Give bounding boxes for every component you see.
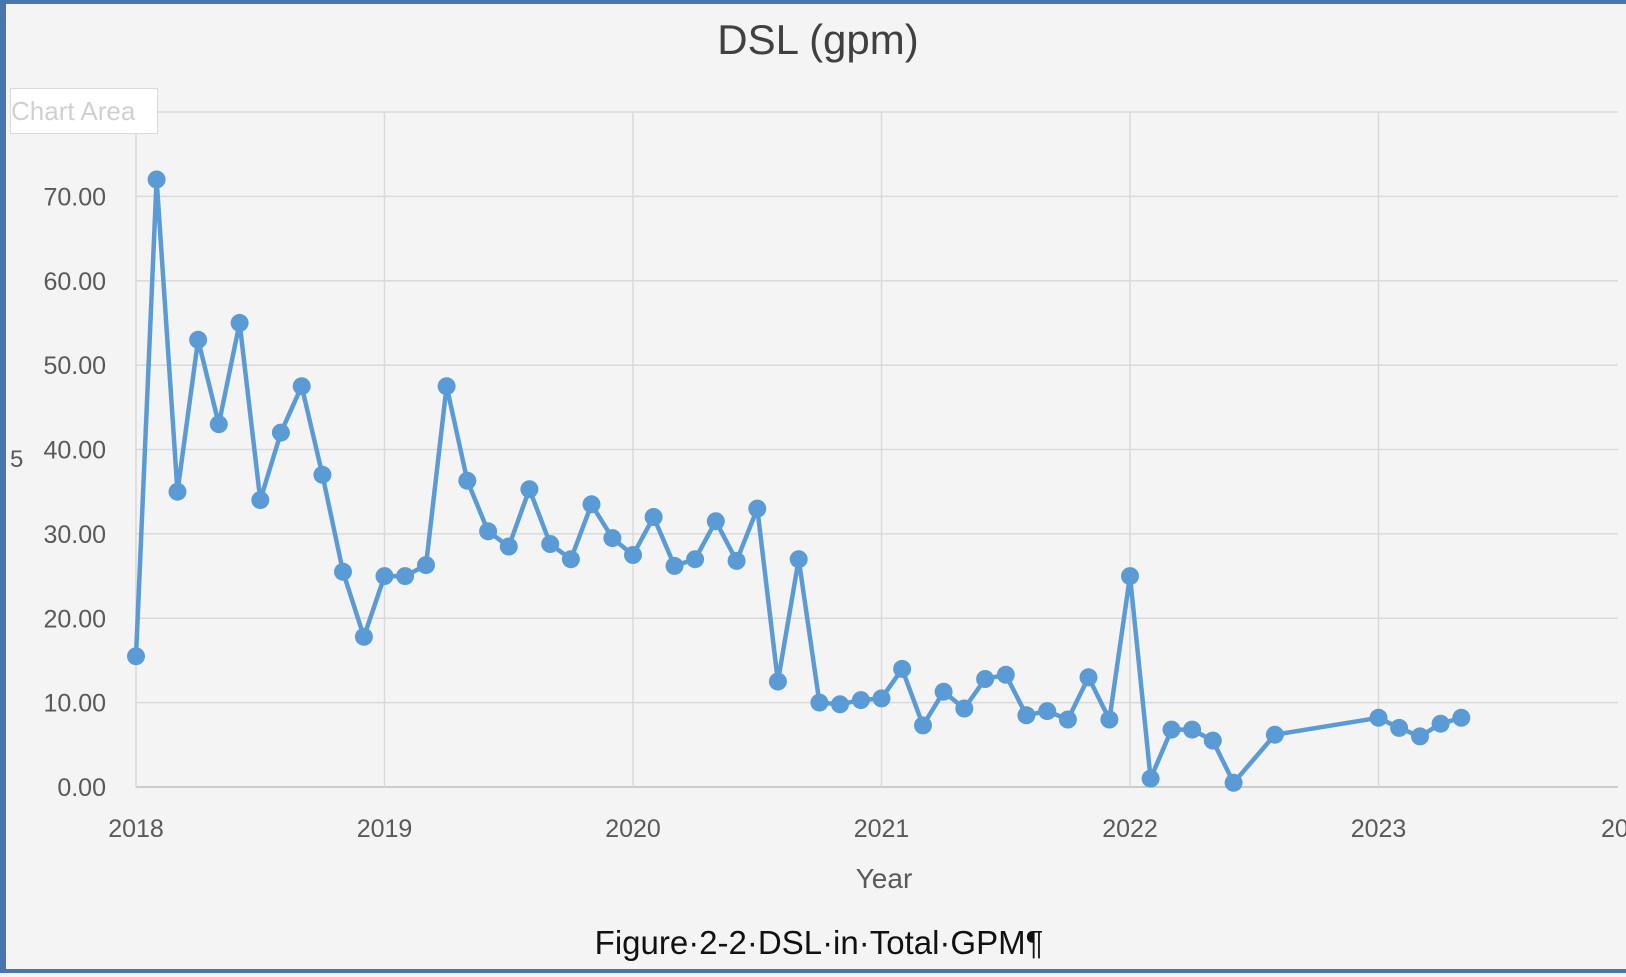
x-tick-label: 2019 xyxy=(357,815,413,843)
y-tick-label: 20.00 xyxy=(43,605,106,633)
data-point xyxy=(996,665,1015,684)
data-point xyxy=(1390,718,1409,737)
data-point xyxy=(1203,731,1222,750)
data-point xyxy=(955,699,974,718)
data-point xyxy=(810,693,829,712)
data-point xyxy=(1100,710,1119,729)
x-tick-label: 2021 xyxy=(854,815,910,843)
x-axis-tick-labels: 2018 2019 2020 2021 2022 2023 20 xyxy=(108,815,1626,843)
data-point xyxy=(914,716,932,735)
data-point xyxy=(872,689,891,708)
y-tick-label: 50.00 xyxy=(43,352,106,380)
data-point xyxy=(1452,708,1471,727)
y-tick-label: 0.00 xyxy=(57,774,106,802)
y-tick-label: 40.00 xyxy=(43,437,106,465)
y-tick-label: 10.00 xyxy=(43,690,106,718)
data-point xyxy=(665,556,684,575)
data-point xyxy=(189,330,208,349)
data-point xyxy=(541,535,560,553)
data-point xyxy=(1141,769,1160,788)
data-point xyxy=(851,691,870,710)
data-point xyxy=(831,695,849,714)
data-point xyxy=(893,659,912,678)
data-point xyxy=(1224,773,1243,792)
x-tick-label: 2023 xyxy=(1351,815,1407,843)
data-point xyxy=(1017,706,1036,725)
data-point xyxy=(1121,567,1139,586)
data-point xyxy=(1038,702,1057,721)
chart-canvas: DSL (gpm) 0.00 10.00 20.00 30.00 40.00 50.00 6… xyxy=(43,16,1626,894)
data-point xyxy=(624,546,642,564)
data-point xyxy=(1265,725,1284,744)
x-tick-label: 2020 xyxy=(605,815,661,843)
data-point xyxy=(168,482,187,501)
data-point xyxy=(437,377,456,396)
data-point xyxy=(1369,708,1388,727)
data-point xyxy=(686,550,705,569)
data-point xyxy=(354,627,373,646)
data-point xyxy=(520,480,539,499)
data-point xyxy=(644,508,663,526)
data-point xyxy=(768,672,787,691)
data-point xyxy=(334,562,352,581)
data-point xyxy=(147,170,166,189)
data-point xyxy=(417,556,435,575)
data-points xyxy=(127,170,1471,792)
y-axis-tick-labels: 0.0010.0020.0030.0040.0050.0060.0070.008… xyxy=(43,99,106,802)
data-point xyxy=(727,551,746,570)
data-point xyxy=(1079,668,1098,687)
data-point xyxy=(209,415,228,434)
clipped-left-label: 5 xyxy=(10,446,24,473)
data-point xyxy=(396,567,415,586)
data-point xyxy=(1411,727,1429,746)
data-point xyxy=(748,499,767,518)
data-point xyxy=(292,377,311,396)
grid-layer xyxy=(135,111,1618,788)
y-tick-label: 60.00 xyxy=(43,268,106,296)
data-point xyxy=(582,495,601,514)
data-point xyxy=(375,567,394,586)
figure-caption: Figure·2-2·DSL·in·Total·GPM¶ xyxy=(594,924,1044,961)
y-tick-label: 30.00 xyxy=(43,521,106,549)
x-tick-label: 20 xyxy=(1601,815,1626,843)
x-axis-label: Year xyxy=(856,863,913,894)
data-point xyxy=(127,647,145,666)
data-point xyxy=(458,471,477,490)
data-point xyxy=(1058,710,1077,729)
data-point xyxy=(251,491,270,510)
data-point xyxy=(313,465,332,484)
data-point xyxy=(976,670,995,688)
series-line xyxy=(133,177,1462,786)
data-point xyxy=(706,512,725,531)
x-tick-label: 2022 xyxy=(1102,815,1158,843)
data-point xyxy=(271,423,290,442)
data-point xyxy=(789,550,808,569)
data-point xyxy=(1183,720,1202,739)
chart-title: DSL (gpm) xyxy=(717,16,919,63)
data-point xyxy=(499,537,518,556)
data-point xyxy=(934,682,953,701)
y-tick-label: 70.00 xyxy=(43,183,106,211)
data-point xyxy=(1162,720,1181,739)
data-point xyxy=(479,522,498,541)
data-point xyxy=(603,529,622,548)
x-tick-label: 2018 xyxy=(108,815,164,843)
data-point xyxy=(1431,714,1450,733)
data-point xyxy=(561,550,580,569)
data-point xyxy=(230,313,249,332)
chart-area-tooltip: Chart Area xyxy=(10,88,158,134)
